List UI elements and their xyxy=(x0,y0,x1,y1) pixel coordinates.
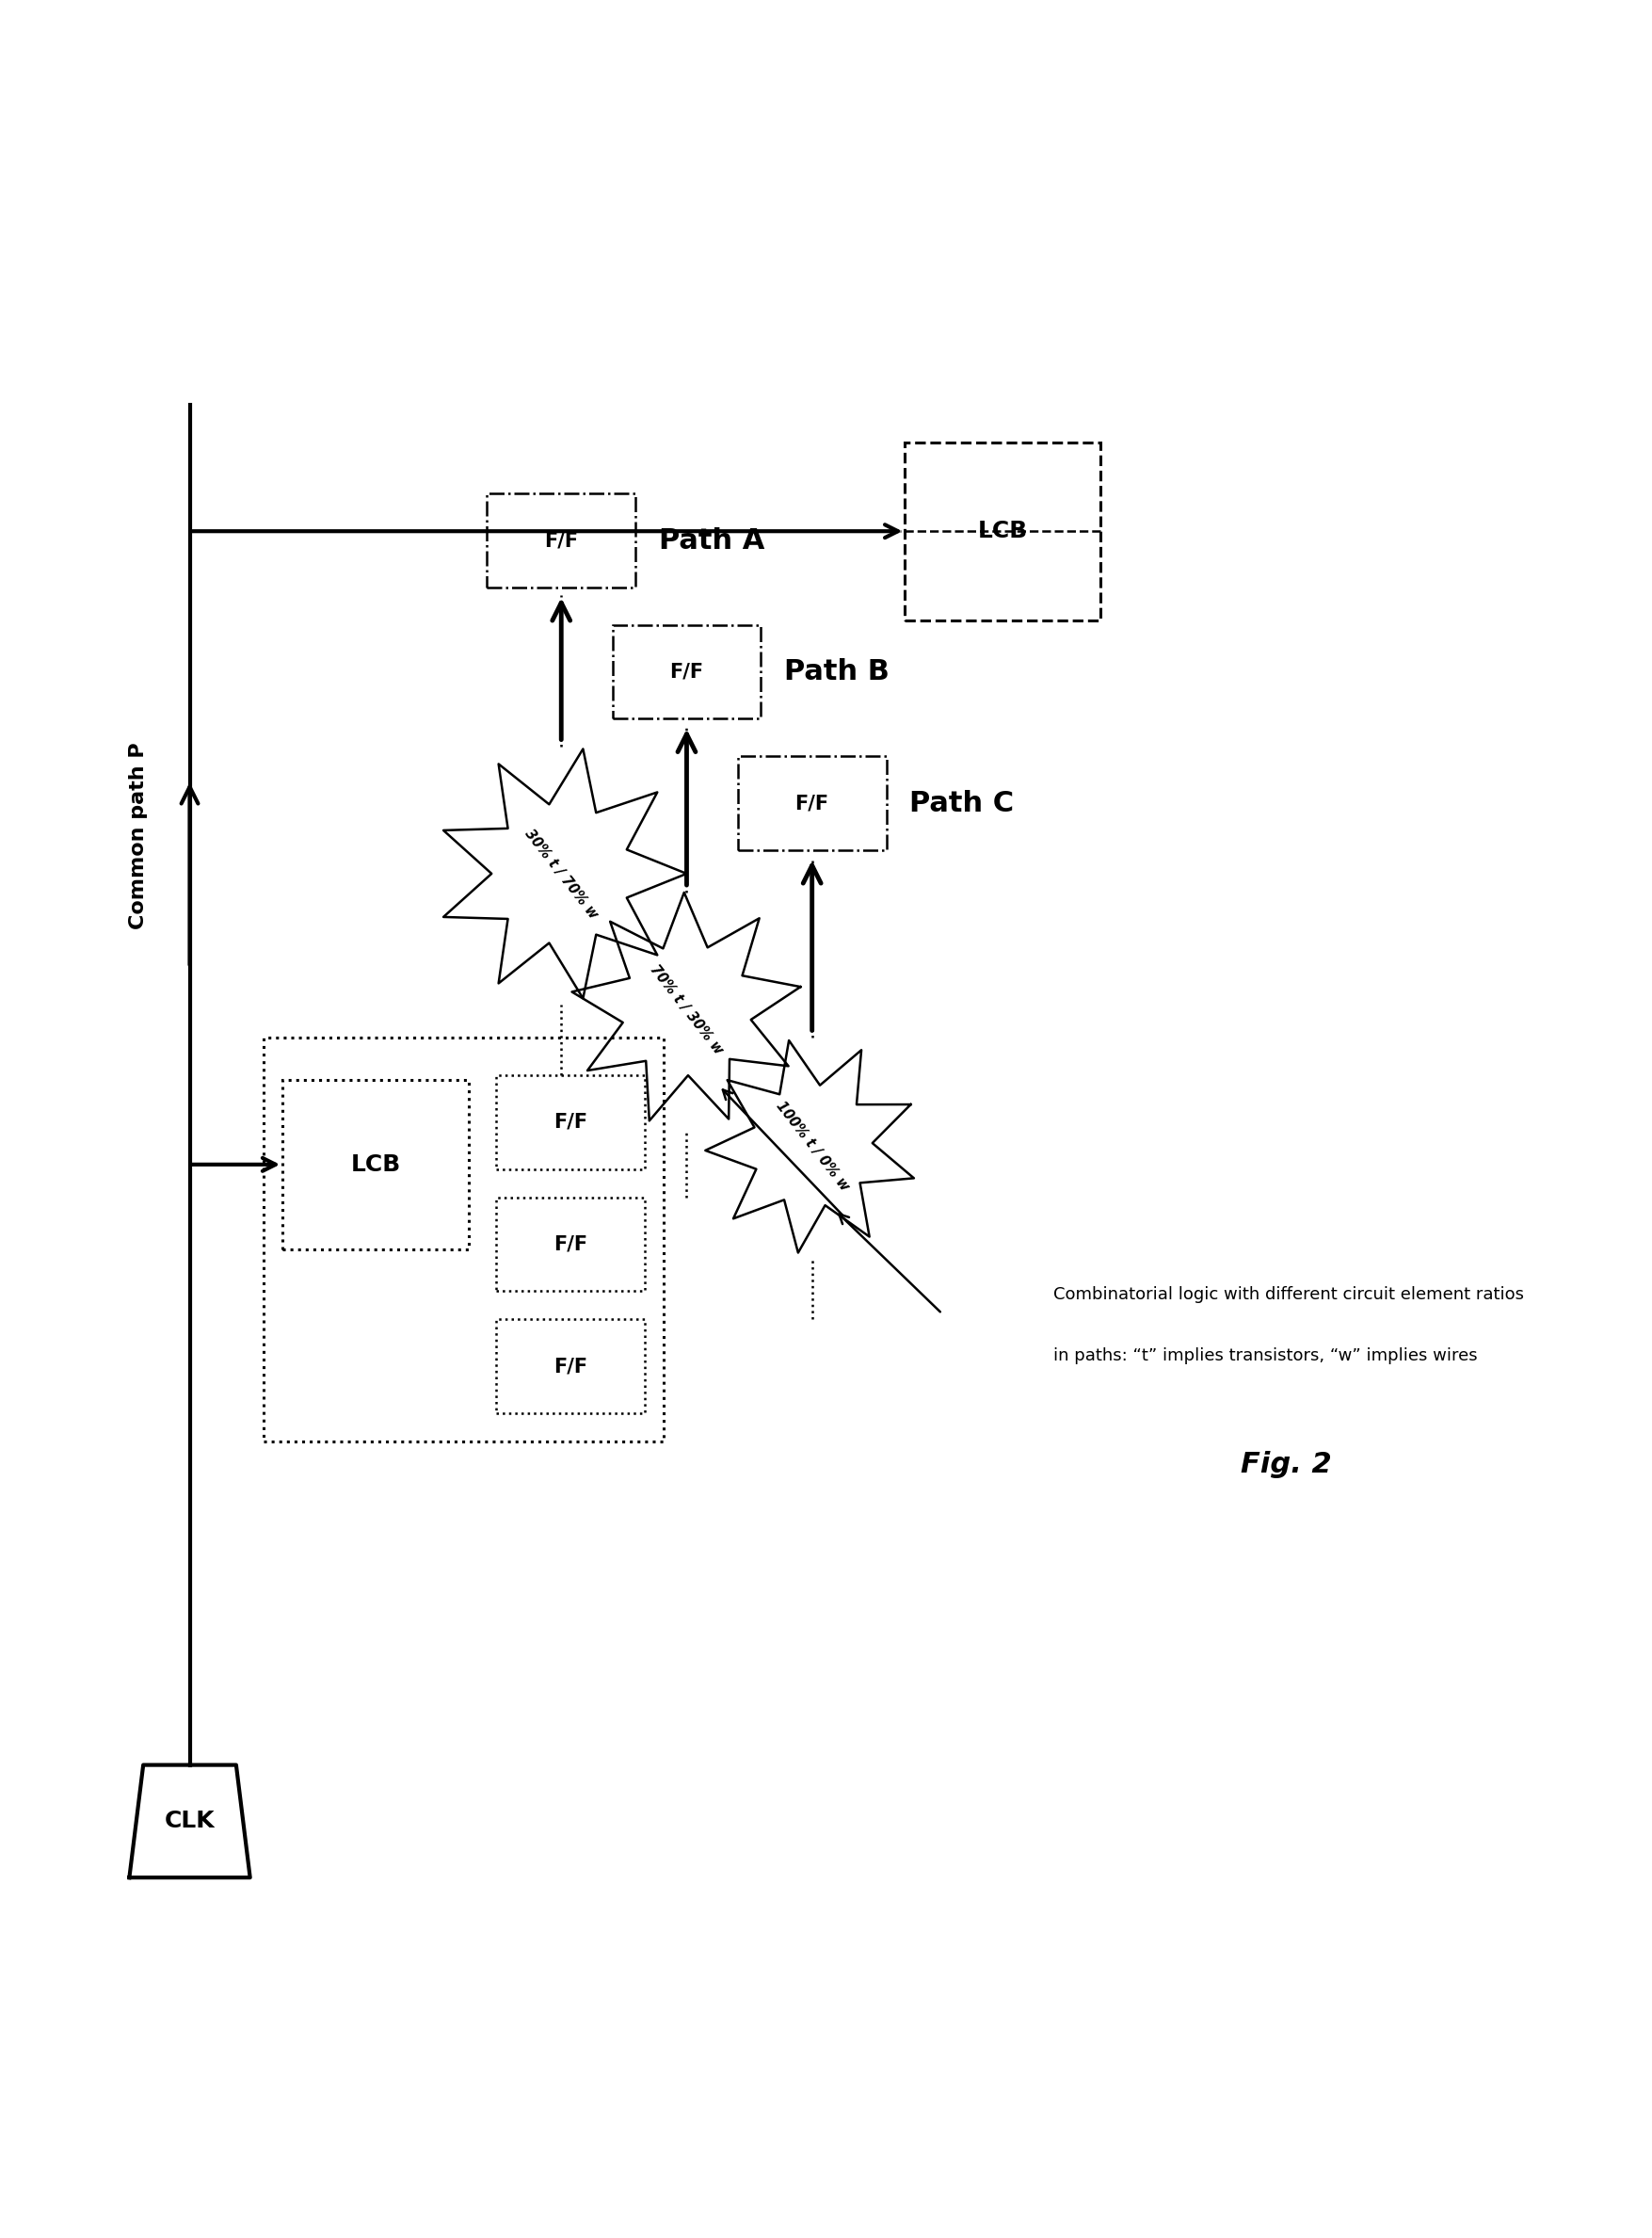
Text: F/F: F/F xyxy=(553,1356,586,1376)
Text: CLK: CLK xyxy=(164,1811,215,1833)
Text: F/F: F/F xyxy=(544,530,578,551)
Text: 100% t / 0% w: 100% t / 0% w xyxy=(773,1099,851,1193)
Text: Fig. 2: Fig. 2 xyxy=(1239,1450,1330,1479)
Text: F/F: F/F xyxy=(553,1112,586,1132)
Bar xyxy=(282,1081,468,1249)
Text: Path A: Path A xyxy=(659,526,765,555)
Bar xyxy=(611,624,760,718)
Bar xyxy=(496,1197,644,1291)
Bar xyxy=(264,1038,662,1441)
Text: 70% t / 30% w: 70% t / 30% w xyxy=(648,962,725,1056)
Text: LCB: LCB xyxy=(350,1153,400,1175)
Bar xyxy=(904,443,1099,620)
Text: Path C: Path C xyxy=(909,790,1014,817)
Bar xyxy=(496,1320,644,1412)
Text: F/F: F/F xyxy=(553,1235,586,1253)
Text: F/F: F/F xyxy=(669,662,704,680)
Bar xyxy=(496,1076,644,1168)
Text: Path B: Path B xyxy=(783,658,889,685)
Text: Combinatorial logic with different circuit element ratios: Combinatorial logic with different circu… xyxy=(1052,1287,1523,1303)
Bar xyxy=(737,756,885,850)
Bar xyxy=(487,495,636,589)
Text: F/F: F/F xyxy=(795,794,829,812)
Text: 30% t / 70% w: 30% t / 70% w xyxy=(522,826,600,922)
Text: Common path P: Common path P xyxy=(129,743,149,929)
Text: in paths: “t” implies transistors, “w” implies wires: in paths: “t” implies transistors, “w” i… xyxy=(1052,1347,1477,1365)
Text: LCB: LCB xyxy=(976,519,1028,542)
